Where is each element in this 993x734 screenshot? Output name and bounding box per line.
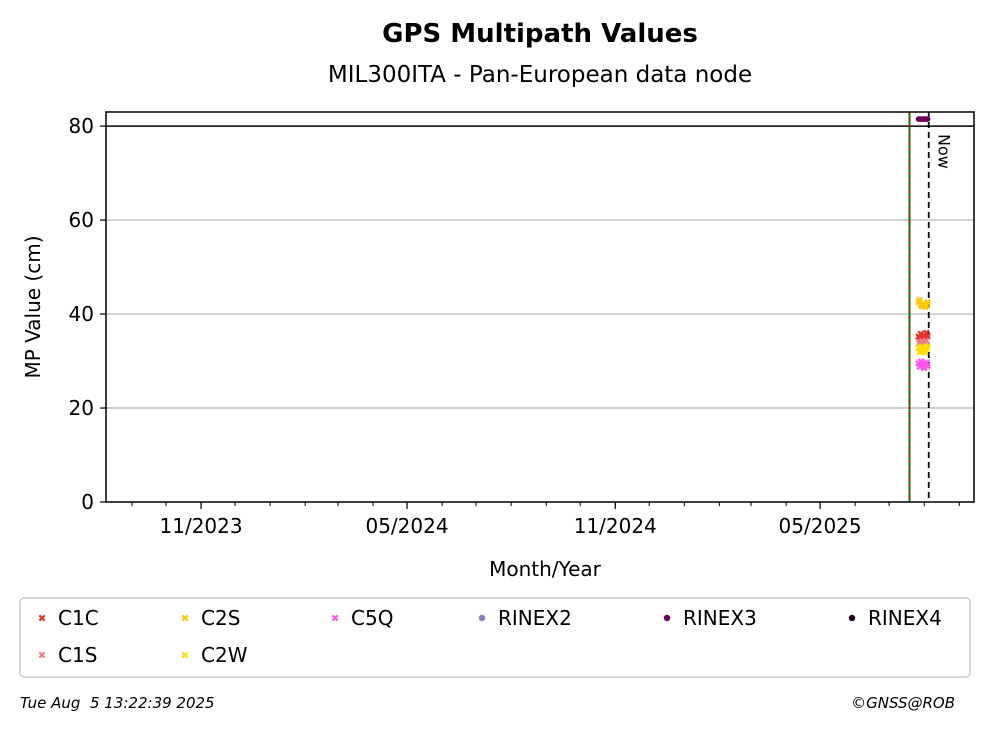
x-axis-label: Month/Year: [489, 557, 602, 581]
legend-label-c2s: C2S: [201, 606, 240, 630]
data-point-c5q: [924, 362, 931, 370]
data-point-c1c: [924, 332, 931, 340]
generated-timestamp: Tue Aug 5 13:22:39 2025: [20, 694, 215, 712]
legend-label-c1c: C1C: [58, 606, 99, 630]
legend-label-rinex2: RINEX2: [498, 606, 572, 630]
y-tick-label: 60: [69, 208, 94, 232]
plot-frame: [105, 111, 975, 503]
copyright-credit: ©GNSS@ROB: [851, 694, 955, 712]
x-tick-label: 11/2023: [160, 514, 243, 538]
legend-marker-c1c: [38, 614, 46, 622]
legend-marker-c5q: [331, 614, 339, 622]
legend-label-c5q: C5Q: [351, 606, 393, 630]
chart-title: GPS Multipath Values: [382, 19, 698, 49]
data-point-c2s: [924, 298, 931, 306]
y-tick-label: 80: [69, 114, 94, 138]
legend-box: [19, 597, 971, 678]
x-tick-label: 05/2024: [365, 514, 448, 538]
legend-marker-c2s: [181, 614, 189, 622]
y-tick-label: 0: [81, 490, 94, 514]
x-tick-label: 05/2025: [779, 514, 862, 538]
y-axis-label: MP Value (cm): [21, 235, 45, 378]
legend-marker-rinex3: [663, 614, 671, 622]
legend-label-rinex4: RINEX4: [868, 606, 942, 630]
legend-label-c1s: C1S: [58, 643, 97, 667]
x-tick-label: 11/2024: [574, 514, 657, 538]
y-tick-label: 20: [69, 396, 94, 420]
legend-marker-rinex4: [848, 614, 856, 622]
data-point-rinex3: [924, 116, 931, 122]
data-point-c1s: [923, 337, 930, 345]
data-point-c2w: [924, 343, 931, 350]
legend-marker-rinex2: [478, 614, 486, 622]
legend-marker-c1s: [38, 651, 46, 659]
chart-subtitle: MIL300ITA - Pan-European data node: [328, 62, 752, 88]
now-label: Now: [935, 134, 954, 169]
legend-label-rinex3: RINEX3: [683, 606, 757, 630]
y-tick-label: 40: [69, 302, 94, 326]
legend-label-c2w: C2W: [201, 643, 248, 667]
legend-marker-c2w: [181, 651, 189, 659]
